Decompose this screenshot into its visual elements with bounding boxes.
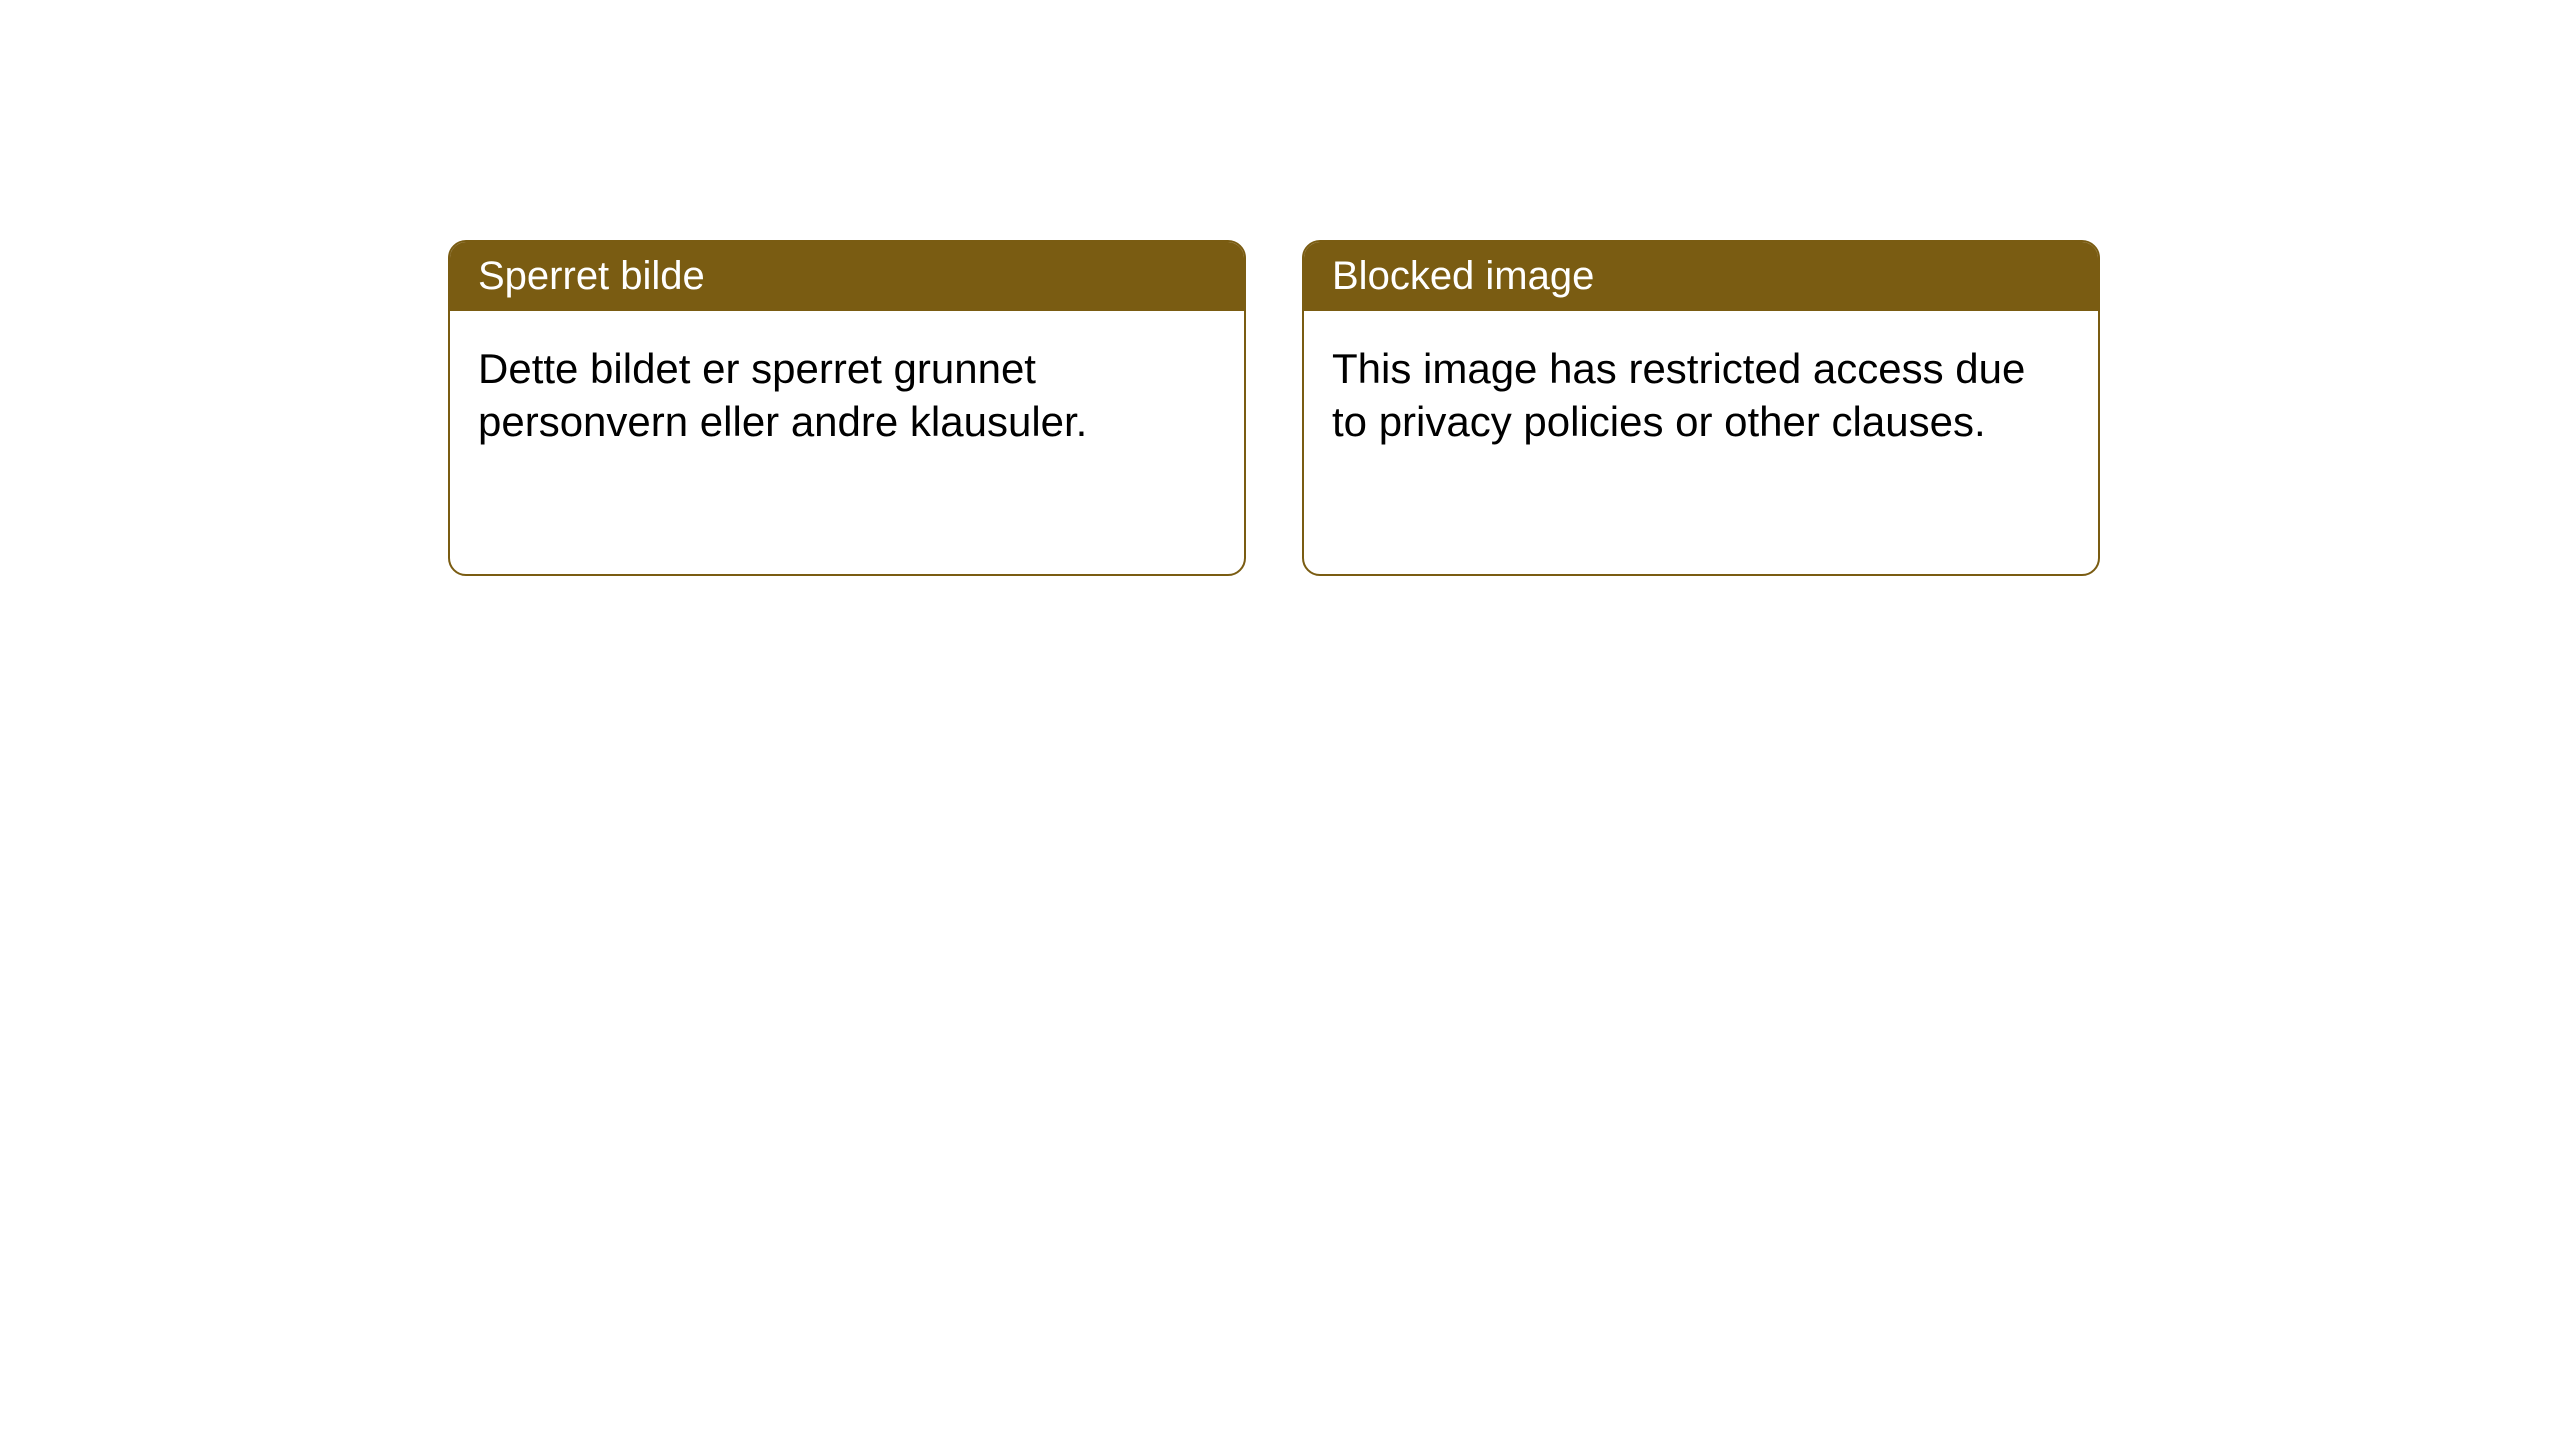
card-body-text: Dette bildet er sperret grunnet personve… bbox=[478, 345, 1087, 445]
blocked-image-card-no: Sperret bilde Dette bildet er sperret gr… bbox=[448, 240, 1246, 576]
card-header: Blocked image bbox=[1304, 242, 2098, 311]
card-header: Sperret bilde bbox=[450, 242, 1244, 311]
blocked-image-card-en: Blocked image This image has restricted … bbox=[1302, 240, 2100, 576]
card-title: Sperret bilde bbox=[478, 254, 705, 298]
cards-container: Sperret bilde Dette bildet er sperret gr… bbox=[448, 240, 2100, 576]
card-title: Blocked image bbox=[1332, 254, 1594, 298]
card-body: Dette bildet er sperret grunnet personve… bbox=[450, 311, 1244, 480]
card-body: This image has restricted access due to … bbox=[1304, 311, 2098, 480]
card-body-text: This image has restricted access due to … bbox=[1332, 345, 2025, 445]
